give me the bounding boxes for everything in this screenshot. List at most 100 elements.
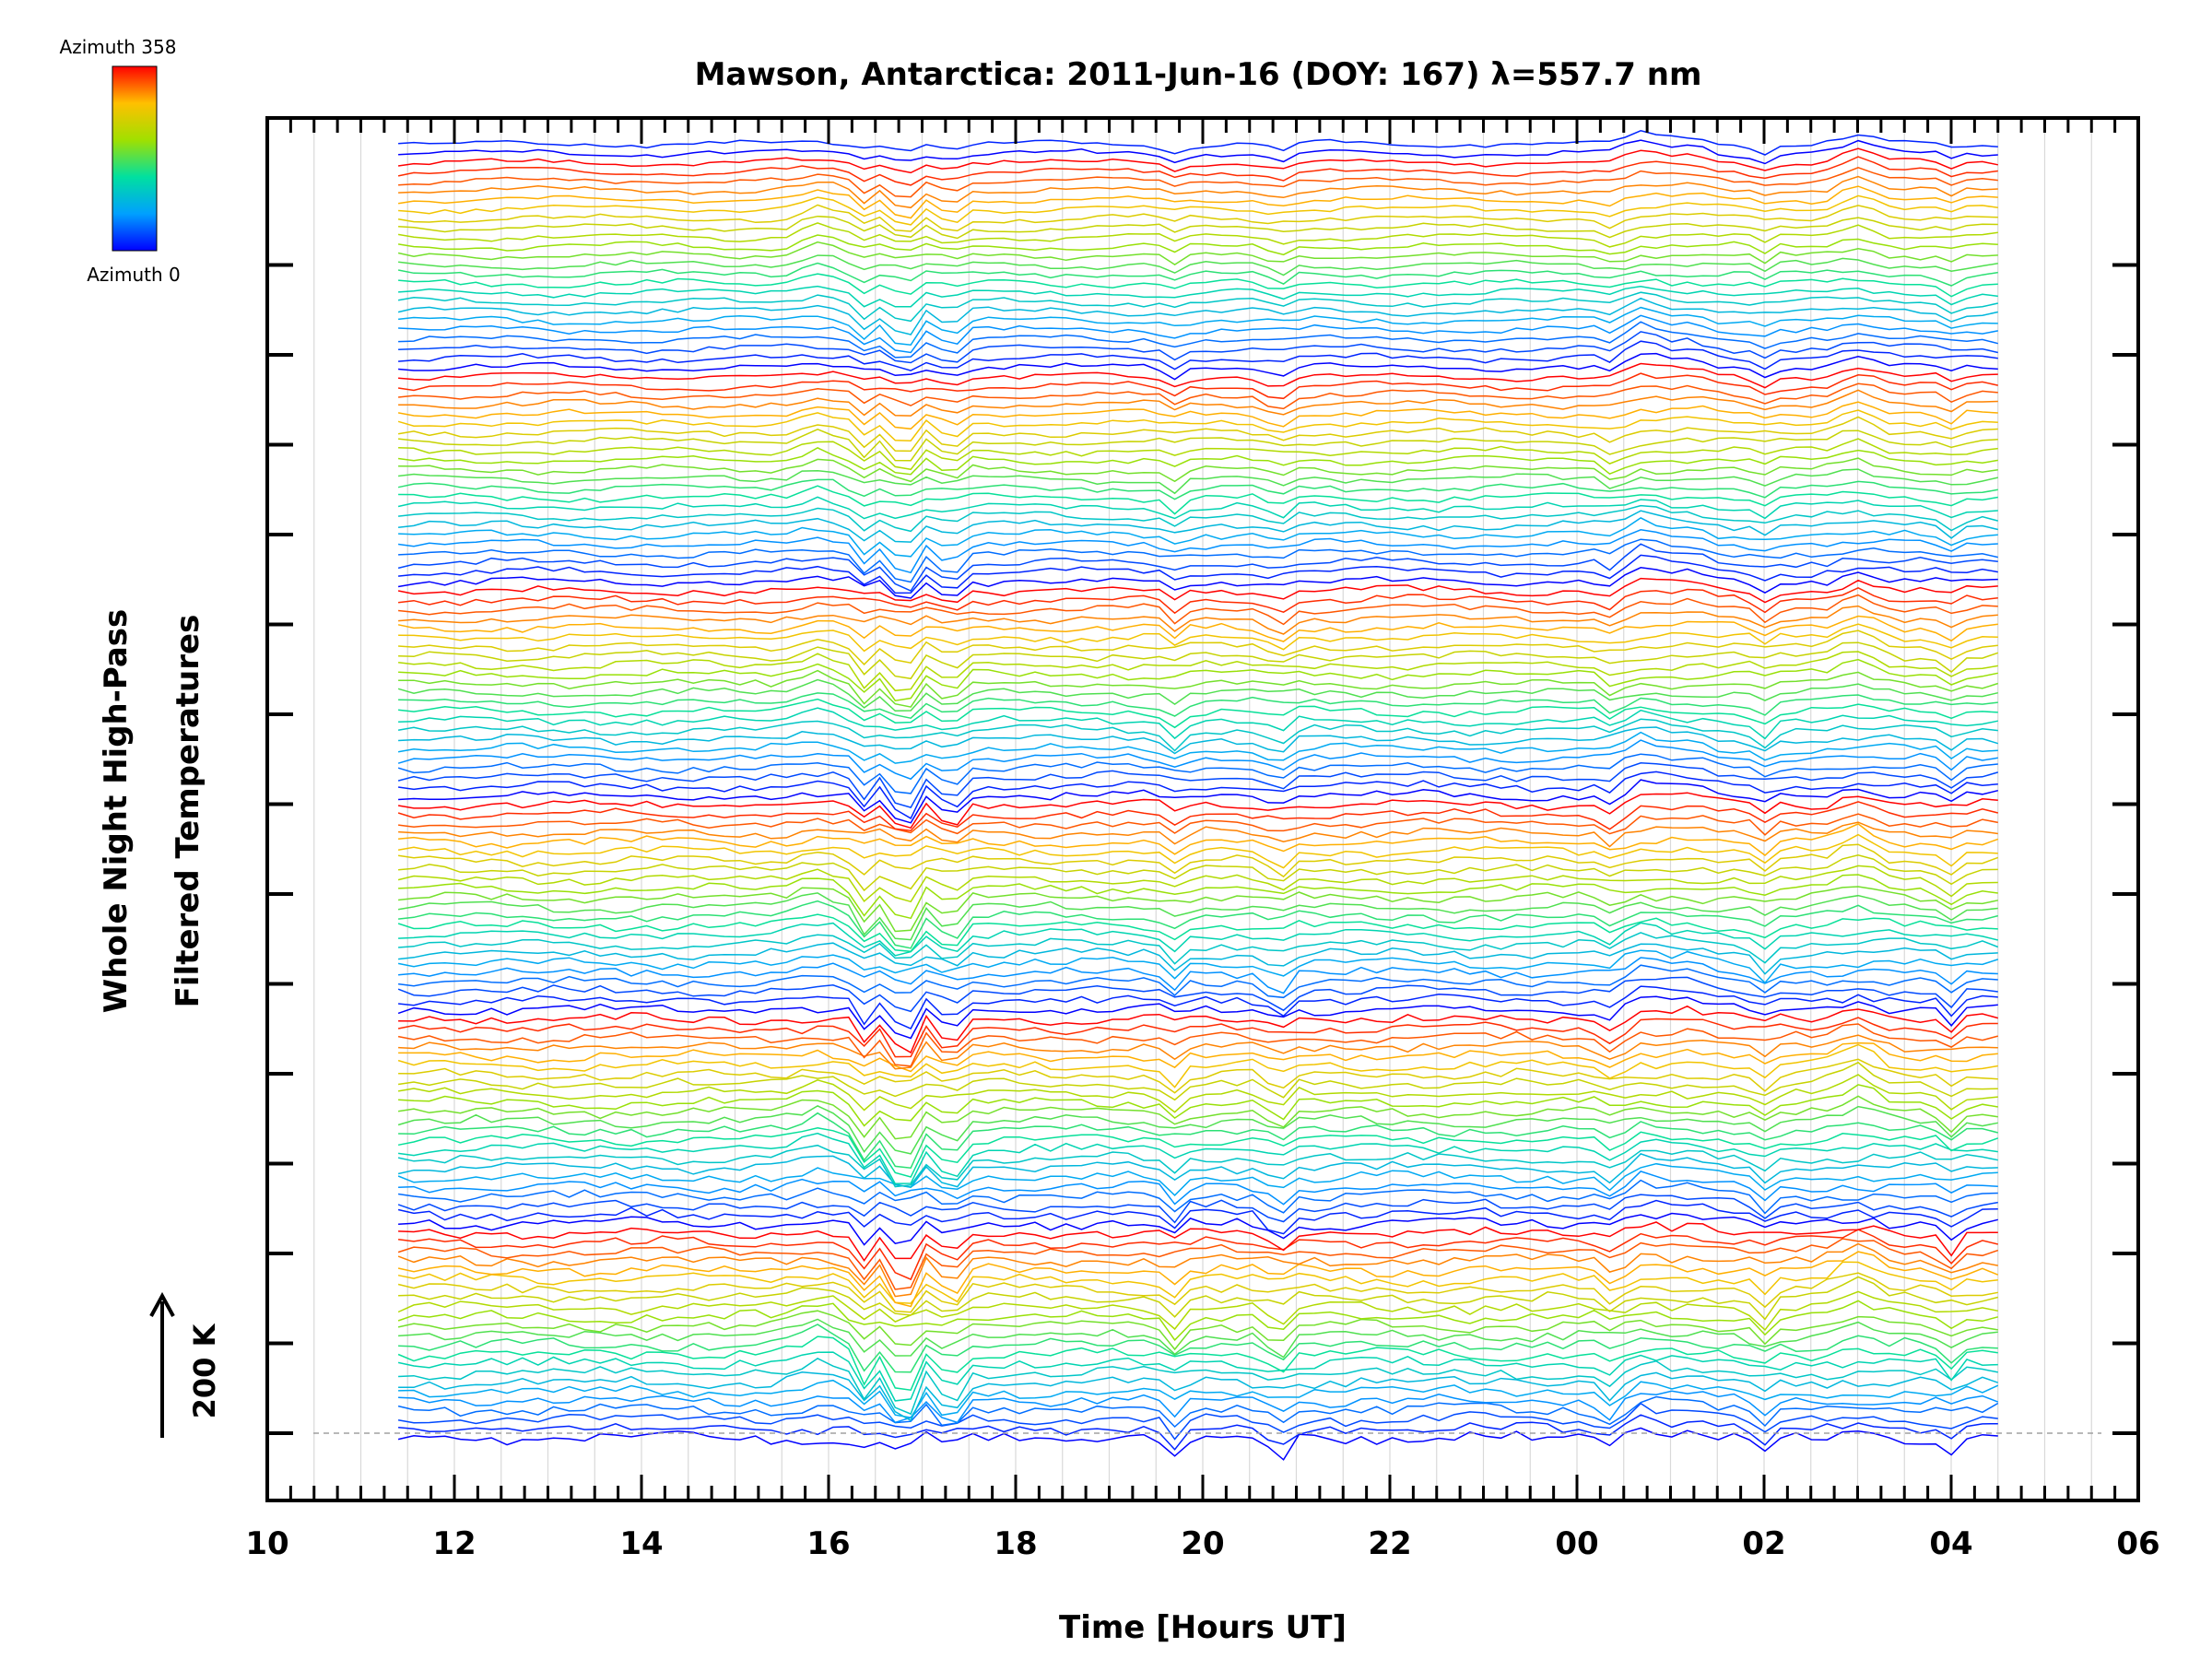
temperature-trace [398, 447, 1998, 476]
temperature-trace [398, 854, 1998, 892]
temperature-trace [397, 753, 1998, 794]
temperature-trace [398, 985, 1998, 1030]
temperature-trace [397, 1043, 1998, 1088]
temperature-trace [397, 291, 1998, 323]
temperature-trace [398, 321, 1998, 359]
x-tick-label: 04 [1929, 1525, 1972, 1562]
temperature-trace [398, 726, 1999, 755]
temperature-trace [398, 651, 1998, 692]
temperature-trace [397, 615, 1998, 642]
temperature-trace [397, 913, 1998, 953]
temperature-trace [398, 821, 1998, 848]
x-tick-label: 00 [1555, 1525, 1598, 1562]
temperature-trace [398, 130, 1998, 156]
y-axis-label-line-2: Filtered Temperatures [170, 615, 206, 1008]
temperature-trace [398, 957, 1998, 994]
temperature-trace [397, 976, 1998, 1013]
temperature-trace [398, 605, 1998, 635]
temperature-trace [397, 1179, 1998, 1215]
temperature-trace [398, 823, 1999, 856]
temperature-trace [398, 194, 1998, 226]
temperature-trace [397, 1395, 1999, 1429]
axis-ticks [265, 118, 2140, 1500]
temperature-trace [398, 1171, 1998, 1206]
temperature-trace [397, 1061, 1998, 1101]
temperature-trace [398, 669, 1999, 708]
temperature-trace [397, 409, 1998, 441]
temperature-trace [398, 510, 1998, 543]
temperature-trace [398, 1212, 1998, 1246]
temperature-trace [397, 156, 1998, 186]
chart-title: Mawson, Antarctica: 2011-Jun-16 (DOY: 16… [695, 56, 1702, 93]
temperature-trace [398, 254, 1998, 276]
temperature-trace [398, 623, 1998, 653]
colorbar-gradient [112, 65, 158, 252]
temperature-trace [398, 362, 1998, 389]
temperature-trace [397, 762, 1999, 808]
temperature-trace [397, 478, 1998, 500]
temperature-trace [397, 731, 1998, 764]
temperature-trace [398, 485, 1998, 515]
temperature-trace [398, 1414, 1998, 1451]
temperature-trace [398, 1005, 1998, 1054]
x-tick-label: 06 [2116, 1525, 2159, 1562]
temperature-trace [397, 865, 1998, 903]
temperature-trace [397, 147, 1998, 174]
temperature-trace [398, 1371, 1999, 1422]
temperature-trace [397, 1261, 1998, 1304]
x-tick-label: 20 [1181, 1525, 1224, 1562]
temperature-trace [398, 641, 1999, 680]
temperature-trace [397, 949, 1999, 984]
temperature-trace [398, 1358, 1998, 1416]
y-axis-label: Whole Night High-Pass Filtered Temperatu… [98, 609, 206, 1014]
temperature-trace [397, 771, 1998, 819]
temperature-trace [398, 504, 1998, 533]
temperature-trace [397, 1127, 1999, 1178]
temperature-trace [397, 1105, 1998, 1155]
temperature-trace [397, 1023, 1998, 1067]
temperature-trace [398, 1276, 1998, 1321]
temperature-trace [398, 468, 1998, 495]
temperature-trace [398, 692, 1998, 720]
temperature-trace [398, 340, 1998, 371]
temperature-trace [398, 813, 1998, 836]
temperature-trace [397, 892, 1998, 941]
temperature-trace [397, 1335, 1998, 1392]
temperature-trace [397, 1144, 1998, 1188]
temperature-trace [398, 529, 1998, 574]
colorbar-top-label: Azimuth 358 [60, 36, 177, 58]
temperature-trace [397, 577, 1998, 604]
x-axis-label: Time [Hours UT] [1059, 1609, 1347, 1646]
temperature-trace [398, 1084, 1998, 1127]
temperature-trace [398, 389, 1998, 417]
temperature-trace [398, 1112, 1998, 1170]
temperature-trace [398, 594, 1998, 626]
temperature-trace [397, 1153, 1998, 1189]
temperature-trace [398, 922, 1998, 957]
temperature-trace [397, 496, 1998, 520]
temperature-trace [397, 1251, 1999, 1308]
temperature-trace [398, 874, 1998, 920]
temperature-trace [398, 1221, 1998, 1263]
temperature-trace [397, 241, 1998, 265]
temperature-trace [397, 1199, 1998, 1235]
temperature-trace [397, 1017, 1998, 1058]
temperature-trace [397, 222, 1998, 248]
x-tick-label: 10 [245, 1525, 288, 1562]
temperature-trace [398, 779, 1998, 824]
temperature-trace [397, 1351, 1998, 1402]
temperature-trace [397, 739, 1998, 781]
temperature-trace [397, 718, 1998, 752]
temperature-trace [397, 1290, 1998, 1332]
temperature-trace [397, 204, 1998, 232]
x-tick-label: 12 [432, 1525, 476, 1562]
temperature-trace [398, 932, 1999, 965]
temperature-trace [397, 801, 1998, 831]
temperature-trace [398, 352, 1998, 381]
scale-bar-label: 200 K [187, 1323, 222, 1418]
temperature-trace [397, 416, 1998, 453]
temperature-trace [398, 1229, 1998, 1281]
temperature-trace [398, 457, 1998, 483]
temperature-trace [398, 1041, 1998, 1073]
